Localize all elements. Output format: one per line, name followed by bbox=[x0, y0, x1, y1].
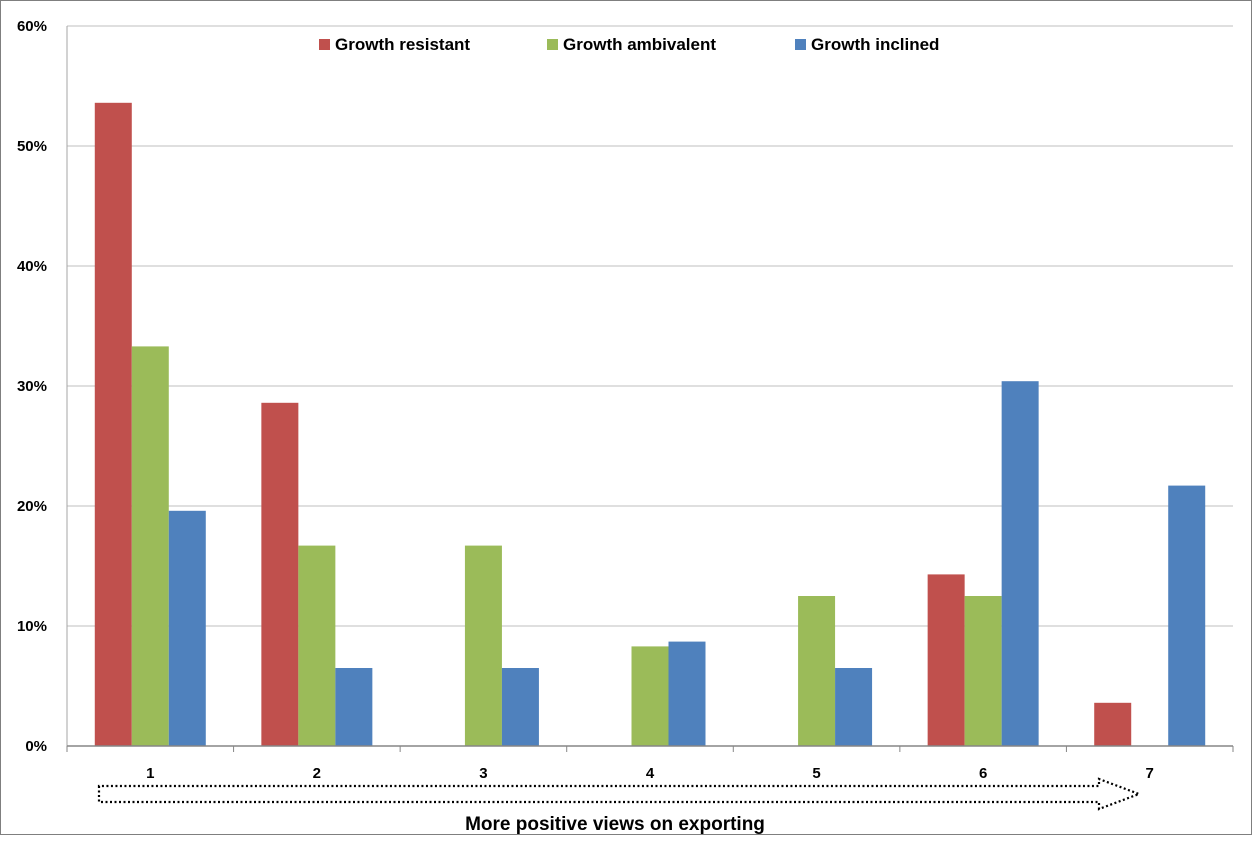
bar-growth-resistant-7 bbox=[1094, 702, 1132, 746]
legend-swatch-growth-resistant bbox=[319, 39, 330, 50]
x-tick-label: 3 bbox=[479, 765, 487, 782]
bar-growth-ambivalent-2 bbox=[298, 545, 336, 746]
legend-label: Growth inclined bbox=[811, 35, 939, 54]
x-axis bbox=[66, 745, 1234, 752]
bar-growth-ambivalent-6 bbox=[964, 596, 1002, 746]
x-tick-label: 4 bbox=[646, 765, 655, 782]
y-tick-label: 20% bbox=[17, 498, 47, 515]
x-tick-label: 5 bbox=[812, 765, 820, 782]
legend-label: Growth ambivalent bbox=[563, 35, 716, 54]
legend-swatch-growth-inclined bbox=[795, 39, 806, 50]
bar-growth-ambivalent-4 bbox=[631, 646, 669, 746]
bar-growth-resistant-1 bbox=[94, 102, 132, 747]
legend-swatch-growth-ambivalent bbox=[547, 39, 558, 50]
bar-growth-inclined-3 bbox=[501, 668, 539, 746]
y-tick-label: 40% bbox=[17, 258, 47, 275]
bar-growth-inclined-7 bbox=[1168, 485, 1206, 746]
y-tick-label: 30% bbox=[17, 378, 47, 395]
y-axis-tick-labels: 0% 10% 20% 30% 40% 50% 60% bbox=[17, 18, 47, 755]
bar-growth-inclined-2 bbox=[335, 668, 373, 746]
x-axis-title: More positive views on exporting bbox=[465, 814, 765, 835]
x-tick-label: 1 bbox=[146, 765, 154, 782]
bar-growth-ambivalent-1 bbox=[131, 346, 169, 746]
bar-growth-ambivalent-3 bbox=[464, 545, 502, 746]
dotted-arrow bbox=[97, 777, 1143, 811]
bar-growth-resistant-6 bbox=[927, 574, 965, 746]
bar-growth-inclined-5 bbox=[835, 668, 873, 746]
bar-growth-ambivalent-5 bbox=[798, 596, 836, 746]
legend: Growth resistant Growth ambivalent Growth … bbox=[319, 35, 939, 54]
gridlines bbox=[66, 25, 1233, 746]
y-tick-label: 0% bbox=[25, 738, 47, 755]
y-tick-label: 60% bbox=[17, 18, 47, 35]
bar-growth-inclined-1 bbox=[168, 510, 206, 746]
x-tick-label: 7 bbox=[1146, 765, 1154, 782]
bar-growth-inclined-6 bbox=[1001, 381, 1039, 746]
bar-growth-resistant-2 bbox=[261, 402, 299, 746]
bar-growth-inclined-4 bbox=[668, 641, 706, 746]
x-axis-tick-labels: 1 2 3 4 5 6 7 bbox=[146, 765, 1154, 782]
x-tick-label: 6 bbox=[979, 765, 987, 782]
y-tick-label: 50% bbox=[17, 138, 47, 155]
legend-label: Growth resistant bbox=[335, 35, 470, 54]
bars bbox=[94, 102, 1206, 747]
x-tick-label: 2 bbox=[313, 765, 321, 782]
y-tick-label: 10% bbox=[17, 618, 47, 635]
dotted-arrow-icon bbox=[97, 777, 1143, 811]
